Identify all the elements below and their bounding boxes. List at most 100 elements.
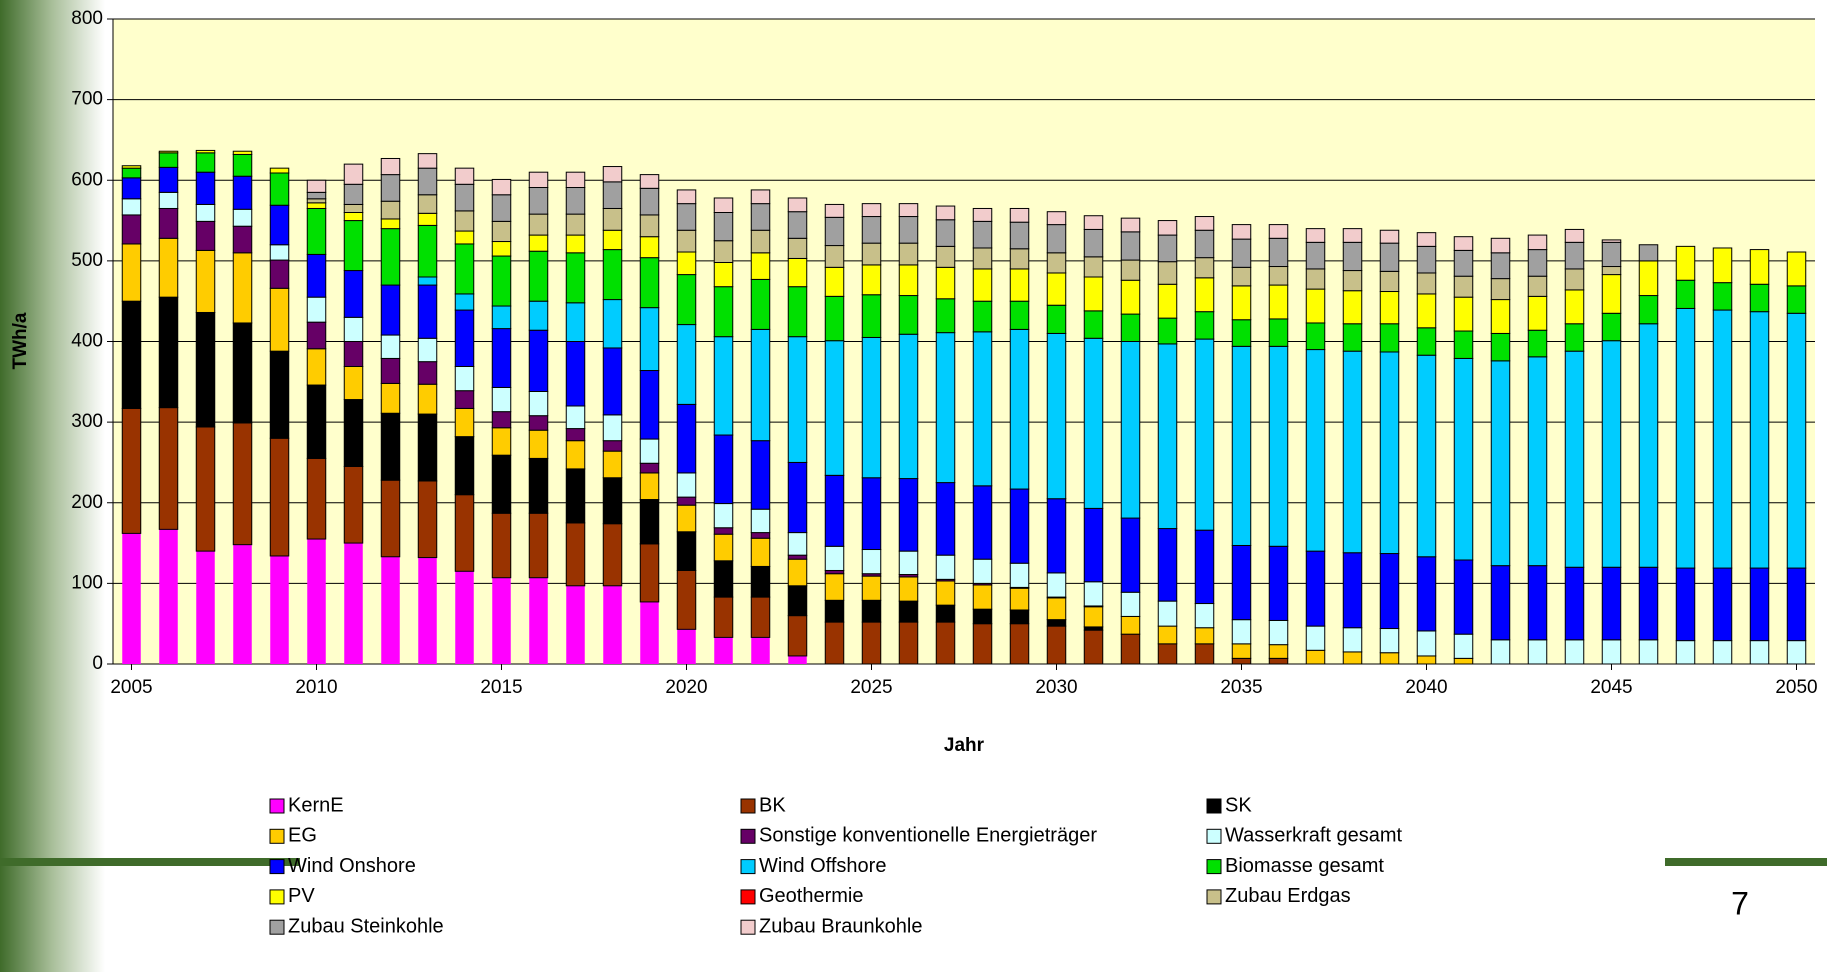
bar-segment (1564, 639, 1585, 665)
bar-segment (1786, 312, 1807, 569)
bar-segment (1564, 228, 1585, 243)
bar-segment (1231, 285, 1252, 321)
bar-segment (343, 341, 364, 367)
bar-segment (1601, 266, 1622, 276)
bar-segment (1638, 295, 1659, 325)
bar-segment (232, 175, 253, 210)
bar-segment (824, 474, 845, 547)
bar-segment (602, 477, 623, 525)
bar-segment (565, 428, 586, 442)
bar-segment (1342, 323, 1363, 352)
bar-segment (1490, 299, 1511, 334)
bar-segment (602, 523, 623, 587)
bar-segment (343, 183, 364, 205)
bar-segment (750, 537, 771, 567)
legend-swatch (740, 859, 756, 875)
bar-segment (861, 621, 882, 665)
bar-segment (343, 365, 364, 401)
bar-segment (1453, 296, 1474, 332)
bar-segment (528, 512, 549, 579)
bar-segment (676, 274, 697, 326)
bar-segment (158, 296, 179, 409)
x-tick-label: 2015 (480, 677, 522, 698)
bar-segment (491, 512, 512, 579)
bar-segment (602, 440, 623, 452)
bar-segment (1305, 268, 1326, 290)
bar-segment (343, 163, 364, 185)
bar-segment (195, 249, 216, 313)
bar-segment (565, 405, 586, 430)
bar-segment (1601, 566, 1622, 641)
bar-segment (343, 270, 364, 318)
bar-segment (1305, 322, 1326, 351)
bar-segment (713, 503, 734, 529)
bar-segment (787, 197, 808, 213)
bar-segment (270, 555, 289, 664)
bar-segment (1046, 332, 1067, 500)
legend-swatch (740, 919, 756, 935)
bar-segment (1305, 288, 1326, 324)
bar-segment (195, 171, 216, 205)
bar-segment (898, 576, 919, 602)
bar-segment (898, 600, 919, 623)
bar-segment (750, 328, 771, 442)
bar-segment (1046, 498, 1067, 574)
bar-segment (602, 229, 623, 251)
bar-segment (602, 347, 623, 416)
bar-segment (1527, 329, 1548, 358)
y-axis-title: TWh/a (10, 312, 31, 369)
bar-segment (454, 309, 475, 367)
bar-segment (602, 299, 623, 349)
bar-segment (343, 203, 364, 213)
bar-segment (232, 322, 253, 424)
bar-segment (269, 259, 290, 289)
bar-segment (1601, 241, 1622, 268)
bar-segment (713, 434, 734, 505)
bar-segment (1712, 282, 1733, 311)
bar-segment (787, 558, 808, 587)
bar-segment (1712, 247, 1733, 284)
bar-segment (1120, 279, 1141, 315)
bar-segment (750, 189, 771, 205)
y-tick-label: 700 (71, 89, 103, 110)
bar-segment (750, 532, 771, 539)
bar-segment (454, 293, 475, 311)
bar-segment (565, 302, 586, 342)
bar-segment (898, 216, 919, 244)
bar-segment (713, 240, 734, 263)
bar-segment (639, 236, 660, 259)
bar-segment (1416, 327, 1437, 356)
bar-segment (1564, 268, 1585, 291)
bar-segment (1083, 215, 1104, 230)
bar-segment (787, 237, 808, 259)
bar-segment (195, 203, 216, 222)
bar-segment (158, 150, 179, 154)
bar-segment (1083, 581, 1104, 607)
bar-segment (935, 482, 956, 556)
bar-segment (861, 294, 882, 338)
bar-segment (639, 307, 660, 372)
bar-segment (750, 229, 771, 254)
bar-segment (454, 230, 475, 245)
bar-segment (935, 580, 956, 606)
bar-segment (528, 171, 549, 189)
bar-segment (1786, 567, 1807, 642)
bar-segment (269, 244, 290, 261)
bar-segment (639, 174, 660, 189)
bar-segment (195, 311, 216, 428)
bar-segment (1268, 318, 1289, 347)
bar-segment (1083, 256, 1104, 278)
bar-segment (1490, 278, 1511, 301)
bar-segment (1675, 307, 1696, 569)
legend-swatch (740, 889, 756, 905)
bar-segment (1305, 625, 1326, 651)
bar-segment (1453, 275, 1474, 298)
legend-label: Zubau Steinkohle (288, 915, 444, 937)
x-tick-label: 2045 (1590, 677, 1632, 698)
bar-segment (676, 229, 697, 253)
bar-segment (972, 558, 993, 584)
bar-segment (750, 252, 771, 280)
bar-segment (1305, 550, 1326, 627)
bar-segment (1157, 528, 1178, 602)
bar-segment (639, 543, 660, 603)
